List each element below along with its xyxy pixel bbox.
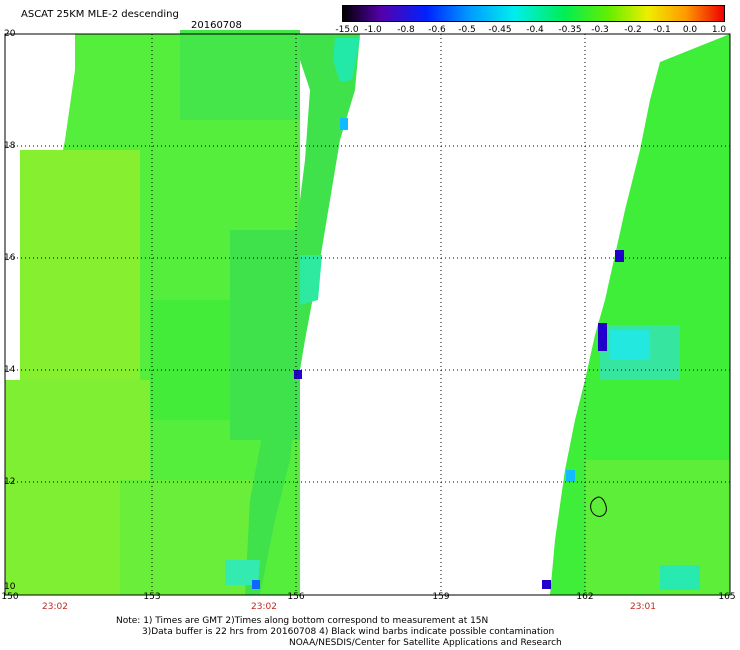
colorbar-gradient	[343, 6, 724, 21]
colorbar-label: -1.0	[364, 25, 382, 35]
note-line-2: 3)Data buffer is 22 hrs from 20160708 4)…	[142, 627, 555, 637]
map-title: ASCAT 25KM MLE-2 descending	[21, 9, 179, 20]
colorbar-label: -0.4	[526, 25, 544, 35]
east-swath	[542, 34, 730, 595]
colorbar-label: -0.2	[624, 25, 642, 35]
lon-label: 153	[143, 592, 161, 602]
lon-label: 165	[718, 592, 736, 602]
colorbar-label: -0.1	[653, 25, 671, 35]
swath-time: 23:02	[42, 602, 68, 612]
lon-label: 159	[432, 592, 450, 602]
swath-time: 23:02	[251, 602, 277, 612]
colorbar-label: -0.8	[397, 25, 415, 35]
colorbar-label: 1.0	[711, 25, 727, 35]
lat-label: 20	[4, 29, 16, 39]
map-date: 20160708	[191, 20, 242, 31]
lat-label: 12	[4, 477, 16, 487]
colorbar-label: -0.5	[458, 25, 476, 35]
west-swath-edge	[225, 34, 360, 595]
colorbar-label: -0.6	[428, 25, 446, 35]
lon-label: 162	[576, 592, 594, 602]
gridlines	[5, 34, 730, 595]
colorbar-label: 0.0	[682, 25, 698, 35]
lat-label: 10	[4, 582, 16, 592]
note-line-1: Note: 1) Times are GMT 2)Times along bot…	[116, 616, 489, 626]
swath-time: 23:01	[630, 602, 656, 612]
colorbar-label: -0.45	[488, 25, 512, 35]
lon-label: 156	[287, 592, 305, 602]
colorbar	[342, 5, 725, 22]
lon-label: 150	[1, 592, 19, 602]
lat-label: 14	[4, 365, 16, 375]
plot-frame	[4, 33, 731, 596]
lat-label: 16	[4, 253, 16, 263]
colorbar-label: -15.0	[335, 25, 359, 35]
lat-label: 18	[4, 141, 16, 151]
colorbar-label: -0.3	[591, 25, 609, 35]
colorbar-label: -0.35	[558, 25, 582, 35]
note-line-3: NOAA/NESDIS/Center for Satellite Applica…	[289, 638, 562, 648]
